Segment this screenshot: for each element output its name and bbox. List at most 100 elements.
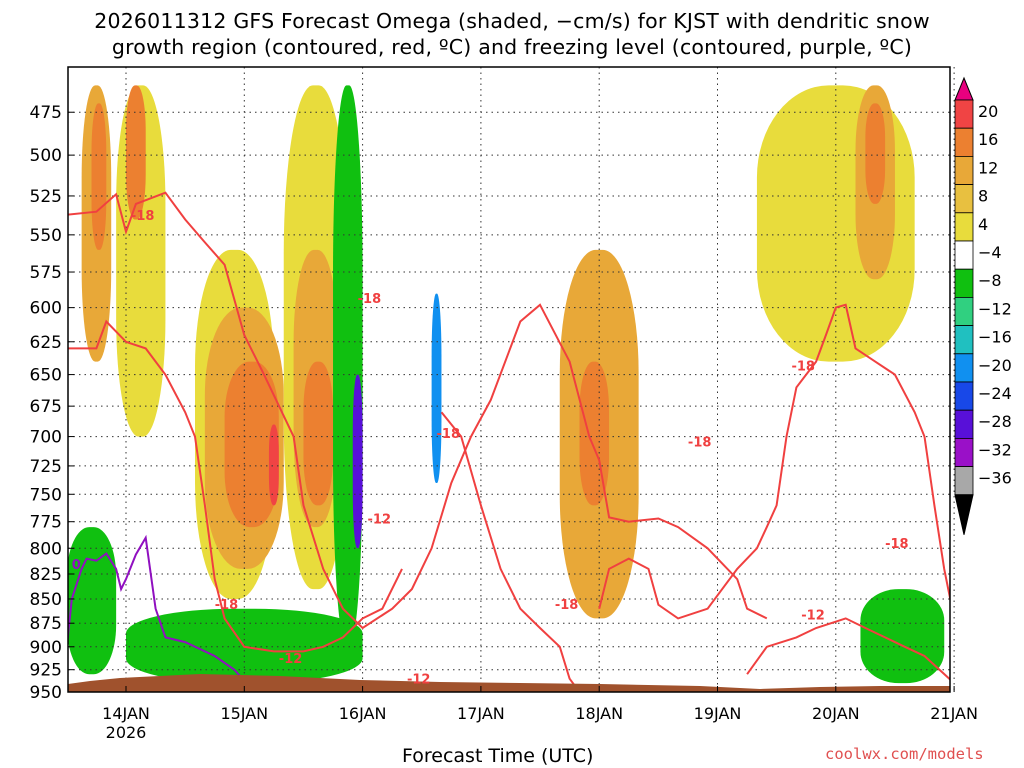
colorbar-label-3: 8 <box>978 187 988 206</box>
contour-label-4: -18 <box>215 598 239 613</box>
colorbar-swatch-4 <box>954 184 974 214</box>
y-tick-label-875: 875 <box>30 614 62 634</box>
omega-region-15 <box>579 361 610 506</box>
colorbar-label-10: −24 <box>978 384 1012 403</box>
terrain-shape <box>68 674 950 692</box>
colorbar-label-7: −12 <box>978 299 1012 318</box>
dgz-contour-2 <box>68 319 403 653</box>
colorbar-swatch-7 <box>954 268 974 298</box>
omega-region-19 <box>68 527 117 675</box>
x-axis-title: Forecast Time (UTC) <box>402 745 594 767</box>
dgz-contour-4 <box>598 303 950 620</box>
contour-label-6: -12 <box>407 673 431 688</box>
y-tick-label-950: 950 <box>30 683 62 703</box>
contour-label-9: -18 <box>791 360 815 375</box>
colorbar-swatch-13 <box>954 437 974 467</box>
y-tick-label-775: 775 <box>30 513 62 533</box>
y-tick-label-850: 850 <box>30 590 62 610</box>
y-tick-label-675: 675 <box>30 397 62 417</box>
y-tick-label-925: 925 <box>30 661 62 681</box>
colorbar-label-13: −36 <box>978 469 1012 488</box>
dgz-contour-5 <box>746 617 950 681</box>
plot-frame <box>67 66 951 693</box>
x-tick-label-18JAN: 18JAN <box>575 704 623 723</box>
y-axis: 475 500 525 550 575 600 625 650 675 700 725 750 775 8… <box>30 103 74 703</box>
colorbar-label-8: −16 <box>978 328 1012 347</box>
x-tick-label-14JAN: 14JAN <box>102 704 150 723</box>
contour-label-10: -18 <box>885 537 909 552</box>
contour-label-3: -12 <box>368 512 392 527</box>
colorbar-swatch-3 <box>954 155 974 185</box>
colorbar-swatch-12 <box>954 409 974 439</box>
omega-region-18 <box>865 103 886 204</box>
colorbar-top-arrow <box>954 76 974 101</box>
contour-label-12: 0 <box>72 558 81 573</box>
omega-region-6 <box>224 361 279 528</box>
omega-region-13 <box>431 293 442 484</box>
omega-region-11 <box>333 85 363 647</box>
contour-label-2: -18 <box>437 427 461 442</box>
omega-region-3 <box>126 85 146 220</box>
colorbar: 20 16 12 8 4 −4 −8 −12 −16 −20 −24 −28 −32 −36 <box>954 76 1012 535</box>
chart-title-line2: growth region (contoured, red, ºC) and f… <box>111 35 913 59</box>
y-tick-label-650: 650 <box>30 366 62 386</box>
dgz-contour-3 <box>440 411 581 692</box>
y-tick-label-725: 725 <box>30 457 62 477</box>
x-tick-label-15JAN: 15JAN <box>220 704 268 723</box>
y-tick-label-825: 825 <box>30 565 62 585</box>
omega-shading <box>68 85 945 684</box>
colorbar-label-6: −8 <box>978 271 1002 290</box>
colorbar-label-5: −4 <box>978 243 1002 262</box>
colorbar-label-12: −32 <box>978 440 1012 459</box>
contour-label-7: -18 <box>555 598 579 613</box>
omega-region-10 <box>303 361 334 506</box>
colorbar-swatch-14 <box>954 466 974 496</box>
x-tick-label-16JAN: 16JAN <box>339 704 387 723</box>
colorbar-swatch-5 <box>954 212 974 242</box>
y-tick-label-500: 500 <box>30 146 62 166</box>
omega-region-7 <box>268 424 279 506</box>
colorbar-swatch-8 <box>954 296 974 326</box>
colorbar-swatch-10 <box>954 353 974 383</box>
colorbar-label-1: 16 <box>978 130 998 149</box>
dgz-contour-1 <box>68 191 768 630</box>
y-tick-label-800: 800 <box>30 539 62 559</box>
chart-title-line1: 2026011312 GFS Forecast Omega (shaded, −… <box>94 9 930 33</box>
contour-label-5: -12 <box>279 652 303 667</box>
omega-region-21 <box>860 589 945 684</box>
grid-lines <box>68 67 955 692</box>
contours <box>68 191 950 692</box>
chart-title: 2026011312 GFS Forecast Omega (shaded, −… <box>0 8 1024 60</box>
x-tick-label-17JAN: 17JAN <box>457 704 505 723</box>
colorbar-swatch-2 <box>954 127 974 157</box>
colorbar-label-9: −20 <box>978 356 1012 375</box>
colorbar-bottom-arrow <box>954 494 974 535</box>
omega-region-1 <box>91 103 107 250</box>
y-tick-label-900: 900 <box>30 638 62 658</box>
freezing-contour <box>68 534 255 692</box>
colorbar-label-0: 20 <box>978 102 998 121</box>
x-tick-label-21JAN: 21JAN <box>930 704 978 723</box>
y-tick-label-700: 700 <box>30 428 62 448</box>
contour-label-0: -18 <box>131 209 155 224</box>
y-tick-label-750: 750 <box>30 485 62 505</box>
contour-labels: -18 -18 -18 -12 -18 -12 -12 -18 -18 -18 -18 -12 0 <box>72 209 909 688</box>
colorbar-swatch-11 <box>954 381 974 411</box>
contour-label-8: -18 <box>688 435 712 450</box>
colorbar-swatch-1 <box>954 99 974 129</box>
contour-label-1: -18 <box>358 292 382 307</box>
x-tick-label-19JAN: 19JAN <box>694 704 742 723</box>
credit-text: coolwx.com/models <box>825 745 984 763</box>
colorbar-swatch-6 <box>954 240 974 270</box>
y-tick-label-625: 625 <box>30 333 62 353</box>
y-tick-label-525: 525 <box>30 187 62 207</box>
y-tick-label-600: 600 <box>30 299 62 319</box>
colorbar-label-4: 4 <box>978 215 988 234</box>
colorbar-label-11: −28 <box>978 412 1012 431</box>
y-tick-label-575: 575 <box>30 263 62 283</box>
contour-label-11: -12 <box>801 609 825 624</box>
y-tick-label-475: 475 <box>30 103 62 123</box>
x-tick-sublabel-14JAN: 2026 <box>106 723 147 742</box>
